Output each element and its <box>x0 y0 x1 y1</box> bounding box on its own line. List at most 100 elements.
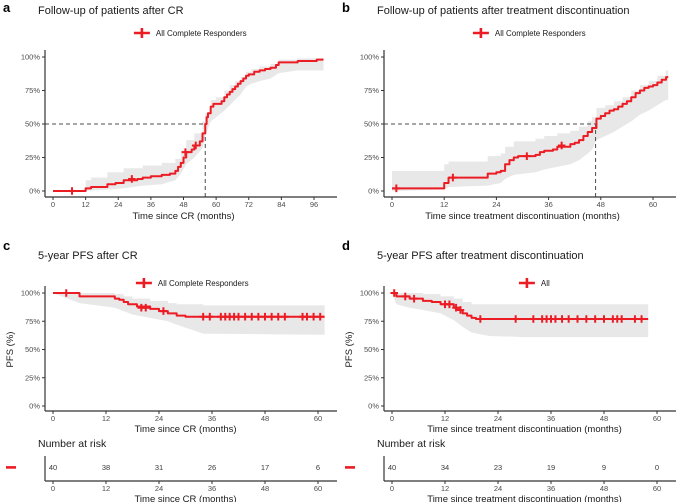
y-tick-label: 0% <box>29 402 40 411</box>
x-tick-label: 60 <box>649 200 657 209</box>
x-tick-label: 84 <box>277 200 285 209</box>
risk-count: 17 <box>261 463 269 472</box>
risk-x-tick-label: 24 <box>155 484 163 493</box>
censor-mark <box>205 312 214 321</box>
km-curve <box>392 292 649 320</box>
risk-x-axis-label: Time since CR (months) <box>134 494 236 502</box>
x-tick-label: 48 <box>600 414 608 423</box>
y-tick-label: 100% <box>360 289 380 298</box>
km-plot-followup-discontinuation: 0 12 24 36 48 60 0% 25% 50% 75% 100% Time since tre… <box>360 28 676 222</box>
censor-mark <box>637 315 646 323</box>
y-tick-label: 25% <box>25 153 40 162</box>
censor-mark <box>309 312 318 321</box>
x-axis-label: Time since treatment discontinuation (mo… <box>425 211 619 222</box>
x-tick-label: 48 <box>261 414 269 423</box>
x-tick-label: 12 <box>441 414 449 423</box>
censor-mark <box>617 315 626 323</box>
censor-mark <box>410 294 418 303</box>
panel-title: 5-year PFS after treatment discontinuati… <box>377 250 584 262</box>
censor-mark <box>247 312 256 321</box>
y-tick-label: 75% <box>364 317 379 326</box>
y-tick-label: 0% <box>29 187 40 196</box>
censor-mark <box>316 312 325 321</box>
x-tick-label: 0 <box>390 414 394 423</box>
censor-mark <box>452 303 460 312</box>
y-tick-label: 100% <box>21 289 41 298</box>
censor-mark <box>159 307 168 315</box>
censor-mark <box>303 312 311 321</box>
km-curve <box>392 76 669 190</box>
x-tick-label: 96 <box>310 200 318 209</box>
censor-mark <box>564 315 573 323</box>
x-tick-label: 12 <box>440 200 448 209</box>
y-tick-label: 75% <box>364 86 379 95</box>
censor-mark <box>241 312 249 321</box>
censor-mark <box>261 312 269 321</box>
x-tick-label: 36 <box>544 200 552 209</box>
x-tick-label: 0 <box>390 200 394 209</box>
censor-mark <box>529 315 538 323</box>
censor-mark <box>68 187 76 195</box>
x-tick-label: 24 <box>492 200 500 209</box>
censor-mark <box>591 315 599 323</box>
censor-mark <box>254 312 263 321</box>
panel-letter: d <box>342 238 350 253</box>
censor-mark <box>267 312 276 321</box>
legend-plus-icon <box>133 28 150 38</box>
y-tick-label: 0% <box>368 402 379 411</box>
risk-count: 34 <box>441 463 449 472</box>
x-tick-label: 12 <box>102 414 110 423</box>
y-tick-label: 50% <box>364 345 379 354</box>
legend-label: All Complete Responders <box>158 279 249 288</box>
risk-count: 6 <box>316 463 320 472</box>
censor-mark <box>181 148 190 156</box>
x-tick-label: 60 <box>212 200 220 209</box>
legend-plus-icon <box>472 28 489 38</box>
y-tick-label: 75% <box>25 317 40 326</box>
x-axis-label: Time since treatment discontinuation (mo… <box>427 424 621 435</box>
legend-label: All <box>541 279 550 288</box>
censor-mark <box>476 315 485 323</box>
risk-count: 0 <box>655 463 659 472</box>
y-tick-label: 25% <box>364 373 379 382</box>
y-tick-label: 75% <box>25 86 40 95</box>
censor-mark <box>449 173 457 182</box>
censor-mark <box>392 184 401 193</box>
km-curve <box>53 58 324 192</box>
risk-x-axis-label: Time since treatment discontinuation (mo… <box>427 494 621 502</box>
panel-b: b Follow-up of patients after treatment … <box>339 0 677 230</box>
x-tick-label: 0 <box>51 414 55 423</box>
x-tick-label: 0 <box>51 200 55 209</box>
confidence-band <box>53 293 325 335</box>
risk-x-tick-label: 60 <box>653 484 661 493</box>
censor-mark <box>199 312 207 321</box>
risk-count: 19 <box>547 463 555 472</box>
risk-x-tick-label: 48 <box>261 484 269 493</box>
censor-mark <box>281 312 289 321</box>
y-tick-label: 100% <box>360 53 380 62</box>
risk-count: 38 <box>102 463 110 472</box>
x-tick-label: 60 <box>653 414 661 423</box>
confidence-band <box>392 293 649 338</box>
y-tick-label: 50% <box>25 345 40 354</box>
y-tick-label: 0% <box>368 187 379 196</box>
risk-x-tick-label: 24 <box>494 484 502 493</box>
x-tick-label: 48 <box>597 200 605 209</box>
y-tick-label: 25% <box>25 373 40 382</box>
censor-mark <box>600 315 608 323</box>
censor-mark <box>523 152 531 160</box>
x-axis-label: Time since CR (months) <box>132 211 234 222</box>
panel-d: d 5-year PFS after treatment discontinua… <box>339 230 677 502</box>
km-plot-pfs-cr: 0 12 24 36 48 600%25%50%75%100%Time since CR … <box>5 278 337 502</box>
legend-plus-icon <box>135 278 152 288</box>
km-curve <box>53 292 325 318</box>
x-axis-label: Time since CR (months) <box>134 424 236 435</box>
km-plot-pfs-discontinuation: 0 12 24 36 48 60 0% 25% 50% 75% 100% Time since tre… <box>344 278 676 502</box>
legend-label: All Complete Responders <box>495 29 586 38</box>
km-plot-followup-cr: 0 12 24 36 48 60 72 84 96 0% 25% 50% 75% 100% Time sin… <box>21 28 337 222</box>
risk-count: 31 <box>155 463 163 472</box>
risk-count: 9 <box>602 463 606 472</box>
censor-mark <box>551 315 560 323</box>
risk-x-tick-label: 12 <box>441 484 449 493</box>
